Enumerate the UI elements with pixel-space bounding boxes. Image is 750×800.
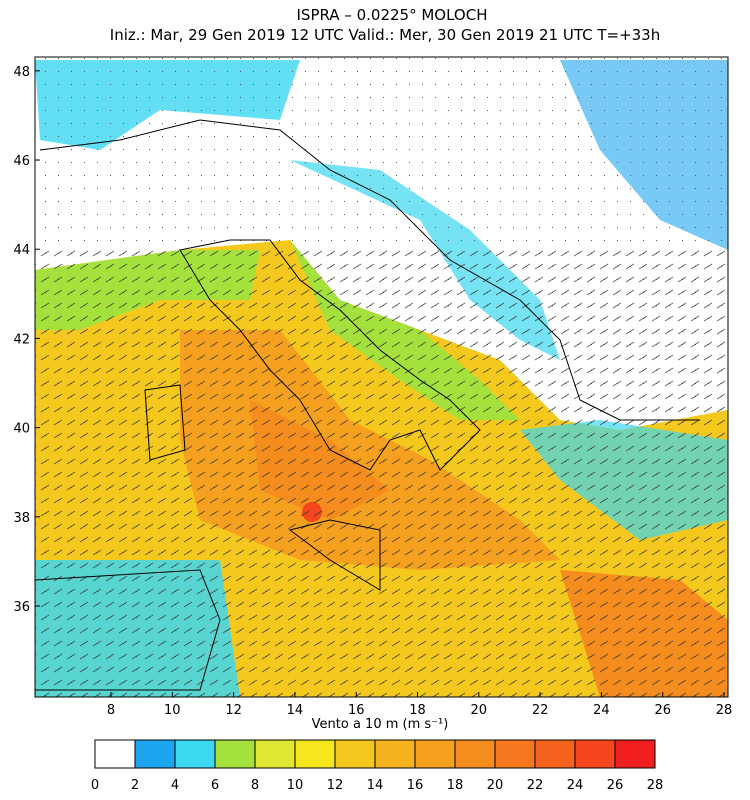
colorbar-tick-label: 20 [487,778,504,793]
y-tick-label: 42 [13,332,30,347]
x-tick-label: 8 [107,703,115,718]
colorbar-box [494,739,536,769]
colorbar-box [574,739,616,769]
colorbar-box [614,739,656,769]
y-tick-label: 40 [13,422,30,437]
map-title: ISPRA – 0.0225° MOLOCH [297,6,488,24]
colorbar-tick-label: 12 [327,778,344,793]
y-tick-label: 48 [13,65,30,80]
x-tick-label: 24 [593,703,610,718]
colorbar-box [174,739,216,769]
x-tick-label: 20 [471,703,488,718]
colorbar-tick-label: 4 [171,778,179,793]
colorbar-box [454,739,496,769]
colorbar-tick-label: 8 [251,778,259,793]
colorbar-tick-label: 16 [407,778,424,793]
y-tick-label: 46 [13,154,30,169]
colorbar-tick-label: 28 [647,778,664,793]
x-tick-label: 22 [532,703,549,718]
colorbar-tick-label: 10 [287,778,304,793]
wind-field [35,57,728,697]
colorbar-tick-label: 18 [447,778,464,793]
y-tick-label: 36 [13,600,30,615]
axes: 8 10 12 14 16 18 20 22 24 26 28 36 38 40 42 44 46 48 [13,65,732,718]
colorbar-tick-label: 22 [527,778,544,793]
colorbar-box [374,739,416,769]
colorbar-box [214,739,256,769]
colorbar-tick-label: 24 [567,778,584,793]
x-tick-label: 16 [348,703,365,718]
x-tick-label: 14 [287,703,304,718]
colorbar-box [94,739,136,769]
colorbar-box [254,739,296,769]
y-tick-label: 38 [13,511,30,526]
colorbar-label: Vento a 10 m (m s⁻¹) [312,717,449,732]
plot-frame [34,56,729,698]
colorbar: 0 2 4 6 8 10 12 14 16 18 20 22 24 26 28 [91,739,664,793]
colorbar-box [134,739,176,769]
x-tick-label: 12 [225,703,242,718]
x-tick-label: 28 [716,703,733,718]
colorbar-tick-label: 26 [607,778,624,793]
x-tick-label: 10 [164,703,181,718]
colorbar-tick-label: 6 [211,778,219,793]
colorbar-box [414,739,456,769]
colorbar-tick-label: 14 [367,778,384,793]
y-tick-label: 44 [13,243,30,258]
colorbar-box [334,739,376,769]
x-tick-label: 26 [654,703,671,718]
map-subtitle: Iniz.: Mar, 29 Gen 2019 12 UTC Valid.: M… [110,26,660,44]
colorbar-tick-label: 2 [131,778,139,793]
colorbar-box [294,739,336,769]
colorbar-box [534,739,576,769]
colorbar-tick-label: 0 [91,778,99,793]
x-tick-label: 18 [409,703,426,718]
